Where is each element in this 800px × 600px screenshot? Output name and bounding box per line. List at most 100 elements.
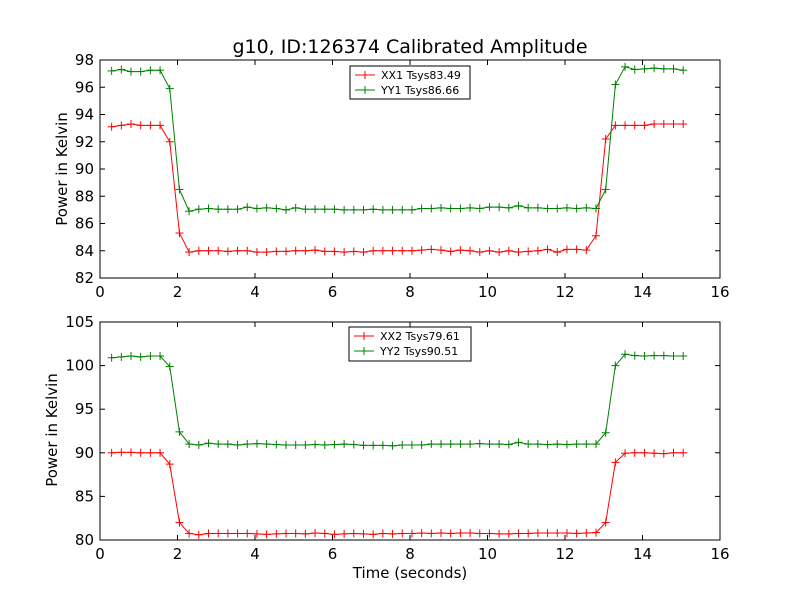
top-chart-title: g10, ID:126374 Calibrated Amplitude xyxy=(232,36,587,58)
bottom-chart-data-point xyxy=(630,448,639,457)
bottom-chart-data-point xyxy=(369,441,378,450)
bottom-chart-y-tick-label: 80 xyxy=(75,531,94,549)
bottom-chart-data-point xyxy=(185,529,194,538)
top-chart-y-tick-label: 88 xyxy=(75,187,94,205)
top-chart-data-point xyxy=(194,205,203,214)
bottom-chart-data-point xyxy=(504,440,513,449)
top-chart-data-point xyxy=(223,247,232,256)
top-chart-data-point xyxy=(611,80,620,89)
bottom-chart-data-point xyxy=(243,529,252,538)
top-chart-y-tick-label: 90 xyxy=(75,160,94,178)
bottom-chart-data-point xyxy=(291,440,300,449)
top-chart-data-point xyxy=(553,248,562,257)
top-chart-data-point xyxy=(640,64,649,73)
top-chart-data-point xyxy=(136,67,145,76)
top-chart-data-point xyxy=(185,207,194,216)
top-chart-data-point xyxy=(621,62,630,71)
bottom-chart-x-tick-label: 2 xyxy=(173,545,183,563)
top-chart-data-point xyxy=(388,246,397,255)
bottom-chart-data-point xyxy=(601,428,610,437)
bottom-chart-legend: XX2 Tsys79.61 YY2 Tsys90.51 xyxy=(348,326,472,362)
bottom-chart-data-point xyxy=(437,529,445,538)
bottom-chart-data-point xyxy=(562,440,571,449)
top-chart-legend-label: YY1 Tsys86.66 xyxy=(380,84,459,97)
top-chart-data-point xyxy=(204,246,213,255)
top-chart-data-point xyxy=(107,66,116,75)
top-chart-data-point xyxy=(194,246,203,255)
bottom-chart-data-point xyxy=(582,440,591,449)
top-chart-data-point xyxy=(495,248,504,257)
bottom-chart-data-point xyxy=(340,440,349,449)
top-chart-x-tick-label: 4 xyxy=(250,283,260,301)
top-chart-data-point xyxy=(543,204,552,213)
bottom-chart-data-point xyxy=(417,440,426,449)
top-chart-data-point xyxy=(146,66,155,75)
bottom-chart-data-point xyxy=(504,529,513,538)
top-chart-y-tick-label: 96 xyxy=(75,78,94,96)
top-chart-data-point xyxy=(291,246,300,255)
top-chart-data-point xyxy=(466,203,475,212)
bottom-chart-data-point xyxy=(485,440,494,449)
bottom-chart-data-point xyxy=(572,529,581,538)
top-chart-data-point xyxy=(117,65,126,74)
bottom-chart-data-point xyxy=(475,529,484,538)
bottom-chart-x-tick-label: 6 xyxy=(328,545,338,563)
bottom-chart-legend-item: YY2 Tsys90.51 xyxy=(354,345,458,358)
top-chart-data-point xyxy=(611,121,620,130)
bottom-chart-data-point xyxy=(107,353,116,362)
top-chart-data-point xyxy=(291,203,300,212)
bottom-chart-data-point xyxy=(359,441,368,450)
bottom-chart-y-tick-label: 100 xyxy=(65,357,94,375)
top-chart-x-tick-label: 12 xyxy=(555,283,574,301)
bottom-chart-x-tick-label: 14 xyxy=(633,545,652,563)
top-chart-data-point xyxy=(165,137,174,146)
bottom-chart-data-point xyxy=(611,458,620,467)
top-chart-data-point xyxy=(223,205,232,214)
bottom-chart-x-tick-label: 4 xyxy=(250,545,260,563)
top-chart-y-tick-label: 92 xyxy=(75,133,94,151)
bottom-chart-series-2 xyxy=(107,350,688,450)
bottom-chart-data-point xyxy=(165,460,174,469)
top-chart-data-point xyxy=(495,203,504,212)
top-chart-data-point xyxy=(340,205,349,214)
bottom-chart-data-point xyxy=(127,352,135,361)
top-chart-data-point xyxy=(117,121,126,130)
bottom-chart-data-point xyxy=(272,529,281,538)
top-chart-data-point xyxy=(543,245,552,254)
bottom-chart-x-tick-label: 16 xyxy=(710,545,729,563)
top-chart-data-point xyxy=(378,205,387,214)
bottom-chart-data-point xyxy=(543,529,552,538)
top-chart-data-point xyxy=(349,247,358,256)
bottom-chart-data-point xyxy=(349,440,358,449)
bottom-chart-data-point xyxy=(282,529,290,538)
top-chart-data-point xyxy=(514,248,523,257)
top-chart-data-point xyxy=(504,246,513,255)
top-chart-data-point xyxy=(504,203,513,212)
bottom-chart-data-point xyxy=(194,440,203,449)
top-chart-series-2 xyxy=(107,62,688,216)
top-chart-x-tick-label: 0 xyxy=(95,283,105,301)
bottom-chart-data-point xyxy=(592,440,600,449)
top-chart-data-point xyxy=(301,205,310,214)
top-chart-data-point xyxy=(437,246,445,255)
top-chart-x-tick-label: 8 xyxy=(405,283,415,301)
top-chart-data-point xyxy=(340,248,349,257)
top-chart-data-point xyxy=(398,246,407,255)
top-chart-data-point xyxy=(311,205,320,214)
bottom-chart-data-point xyxy=(640,352,649,361)
bottom-chart-data-point xyxy=(514,529,523,538)
bottom-chart-data-point xyxy=(398,440,407,449)
bottom-chart-data-point xyxy=(562,529,571,538)
bottom-chart-data-point xyxy=(223,529,232,538)
top-chart-data-point xyxy=(320,247,329,256)
bottom-chart-data-point xyxy=(514,438,523,447)
top-chart-data-point xyxy=(388,205,397,214)
bottom-chart-data-point xyxy=(650,449,659,458)
bottom-chart-data-point xyxy=(185,440,194,449)
bottom-chart-legend-label: XX2 Tsys79.61 xyxy=(380,330,460,343)
top-chart-data-point xyxy=(262,248,271,257)
bottom-chart-data-point xyxy=(320,529,329,538)
top-chart-data-point xyxy=(475,248,484,257)
bottom-chart-data-point xyxy=(243,440,252,449)
bottom-chart-y-tick-label: 105 xyxy=(65,313,94,331)
